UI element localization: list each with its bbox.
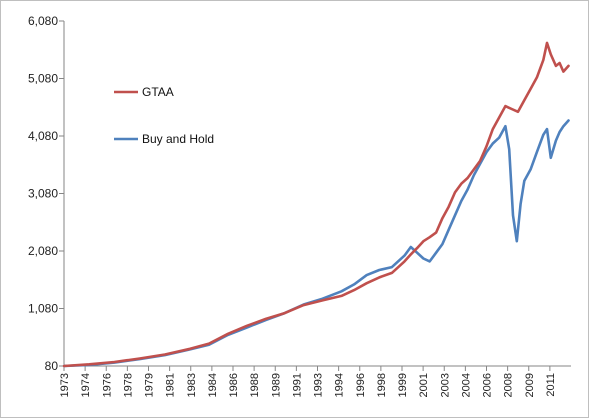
- x-tick-label: 1981: [165, 373, 177, 397]
- y-tick-label: 4,080: [28, 129, 58, 143]
- x-tick-label: 1986: [228, 373, 240, 397]
- x-tick-label: 1994: [334, 373, 346, 397]
- y-tick-label: 80: [45, 359, 59, 373]
- x-tick-label: 1976: [101, 373, 113, 397]
- legend-label-gtaa: GTAA: [142, 85, 174, 99]
- legend-label-buy-and-hold: Buy and Hold: [142, 132, 214, 146]
- x-tick-label: 1984: [207, 373, 219, 397]
- x-tick-label: 1974: [80, 373, 92, 397]
- x-tick-label: 1998: [376, 373, 388, 397]
- x-tick-label: 1999: [397, 373, 409, 397]
- x-tick-label: 1979: [144, 373, 156, 397]
- y-tick-label: 3,080: [28, 187, 58, 201]
- y-tick-label: 2,080: [28, 244, 58, 258]
- x-tick-label: 1988: [249, 373, 261, 397]
- y-tick-label: 6,080: [28, 14, 58, 28]
- y-tick-label: 5,080: [28, 72, 58, 86]
- x-tick-label: 1983: [186, 373, 198, 397]
- x-tick-label: 1973: [59, 373, 71, 397]
- x-tick-label: 2003: [439, 373, 451, 397]
- x-tick-label: 2004: [460, 373, 472, 397]
- x-tick-label: 1989: [270, 373, 282, 397]
- buy-and-hold-series-line: [62, 119, 570, 368]
- x-tick-label: 2009: [524, 373, 536, 397]
- x-tick-label: 1991: [291, 373, 303, 397]
- y-tick-label: 1,080: [28, 302, 58, 316]
- x-tick-label: 1996: [355, 373, 367, 397]
- gtaa-series-line: [62, 41, 570, 368]
- x-tick-label: 1978: [122, 373, 134, 397]
- x-tick-label: 2001: [418, 373, 430, 397]
- x-tick-label: 2006: [482, 373, 494, 397]
- x-tick-label: 1993: [313, 373, 325, 397]
- x-tick-label: 2011: [545, 373, 557, 397]
- x-tick-label: 2008: [503, 373, 515, 397]
